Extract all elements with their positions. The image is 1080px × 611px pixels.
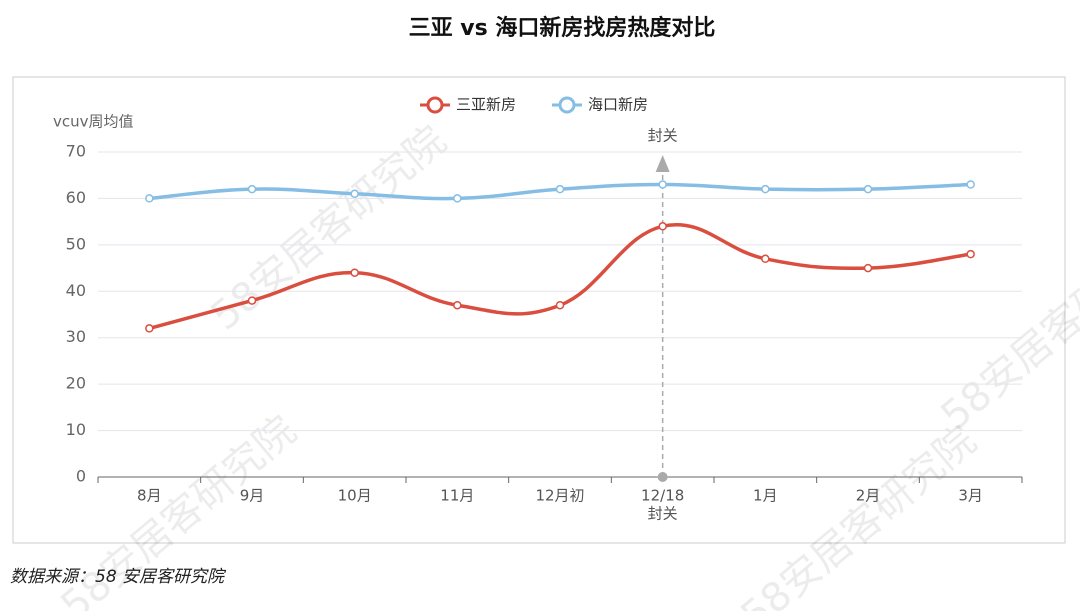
annotation-text: 封关: [648, 127, 678, 145]
x-tick-label: 10月: [338, 487, 372, 505]
data-point: [145, 194, 154, 203]
data-point: [247, 296, 257, 305]
annotation-axis-text: 封关: [648, 505, 678, 523]
data-point: [453, 194, 462, 203]
watermark: 58安居客研究院: [933, 217, 1080, 439]
y-tick-label: 30: [66, 327, 86, 346]
data-point: [966, 249, 975, 259]
y-tick-label: 10: [66, 420, 86, 439]
data-point: [350, 189, 359, 199]
y-tick-label: 20: [66, 374, 86, 393]
y-tick-label: 40: [66, 281, 86, 300]
watermark: 58安居客研究院: [733, 417, 985, 611]
x-tick-label: 8月: [137, 487, 162, 505]
legend-label: 海口新房: [588, 96, 648, 114]
x-tick-label: 2月: [856, 487, 881, 505]
y-tick-label: 50: [66, 234, 86, 253]
data-point: [555, 184, 565, 194]
annotation-arrow: [655, 155, 670, 172]
legend-marker: [558, 96, 576, 114]
data-point: [145, 324, 154, 333]
x-tick-label: 11月: [440, 487, 474, 505]
data-point: [863, 263, 873, 273]
y-tick-label: 60: [66, 188, 86, 207]
data-point: [453, 300, 462, 310]
data-point: [761, 184, 770, 194]
x-tick-label: 12/18: [641, 487, 684, 505]
data-point: [555, 300, 565, 310]
data-point: [247, 184, 257, 194]
data-point: [658, 180, 667, 189]
data-point: [761, 254, 770, 264]
y-tick-label: 70: [66, 142, 86, 161]
data-point: [966, 180, 975, 189]
x-tick-label: 9月: [240, 487, 265, 505]
chart-frame: [12, 76, 1066, 544]
y-tick-label: 0: [76, 467, 86, 486]
x-tick-label: 3月: [958, 487, 983, 505]
legend-label: 三亚新房: [456, 96, 516, 114]
data-point: [863, 184, 873, 194]
legend-marker: [426, 96, 444, 114]
annotation-dot: [657, 472, 668, 482]
y-axis-label: vcuv周均值: [53, 113, 134, 131]
x-tick-label: 1月: [753, 487, 778, 505]
chart-title: 三亚 vs 海口新房找房热度对比: [409, 15, 716, 41]
watermark: 58安居客研究院: [203, 117, 455, 339]
data-point: [658, 222, 667, 231]
x-tick-label: 12月初: [535, 487, 584, 505]
source: 数据来源：58 安居客研究院: [10, 567, 227, 587]
data-point: [350, 268, 359, 277]
